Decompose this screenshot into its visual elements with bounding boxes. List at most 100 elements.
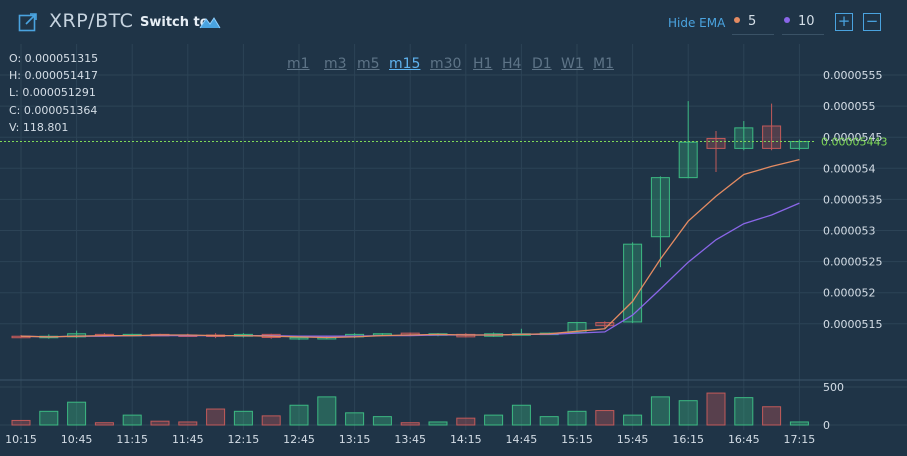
volume-bar — [11, 419, 31, 426]
price-tick-label: 0.0000525 — [823, 256, 883, 269]
volume-bar — [539, 416, 559, 426]
candle-body — [650, 177, 670, 238]
time-tick-label: 11:45 — [172, 433, 204, 446]
volume-bar — [94, 422, 114, 426]
timeframe-m30[interactable]: m30 — [430, 56, 462, 72]
volume-bar — [233, 410, 253, 426]
volume-bar — [456, 417, 476, 426]
time-tick-label: 13:45 — [394, 433, 426, 446]
candle-body — [706, 137, 726, 149]
mountain-chart-icon[interactable] — [199, 14, 221, 30]
volume-bar — [428, 421, 448, 426]
switch-to-label: Switch to — [140, 15, 209, 30]
ema-5-line — [20, 158, 800, 339]
timeframe-W1[interactable]: W1 — [561, 56, 584, 72]
price-tick-label: 0.0000535 — [823, 193, 883, 206]
volume-bar — [678, 400, 698, 426]
volume-bar — [122, 414, 142, 426]
zoom-in-button[interactable]: + — [835, 13, 853, 31]
candle — [650, 176, 670, 268]
candle — [67, 330, 87, 339]
zoom-out-button[interactable]: − — [863, 13, 881, 31]
time-tick-label: 13:15 — [339, 433, 371, 446]
price-tick-label: 0.000054 — [823, 162, 876, 175]
volume-bar — [567, 410, 587, 426]
ohlc-high: H: 0.000051417 — [9, 69, 98, 83]
timeframe-m1[interactable]: m1 — [287, 56, 310, 72]
candle — [706, 130, 726, 173]
pair-title: XRP/BTC — [49, 10, 134, 32]
ema-fast-dot-icon — [734, 17, 740, 23]
time-tick-label: 10:15 — [5, 433, 37, 446]
hide-ema-button[interactable]: Hide EMA — [668, 16, 726, 30]
candle — [734, 121, 754, 151]
volume-bar — [650, 396, 670, 426]
time-tick-label: 14:45 — [506, 433, 538, 446]
candle-body — [734, 127, 754, 149]
ema-fast-value: 5 — [748, 14, 757, 29]
candle-body — [595, 322, 615, 327]
time-tick-label: 15:45 — [617, 433, 649, 446]
volume-bar — [39, 410, 59, 426]
candle-body — [289, 336, 309, 340]
volume-bar — [623, 414, 643, 426]
chart-header: XRP/BTC Switch to Hide EMA 5 10 + − — [0, 0, 907, 44]
candle — [762, 103, 782, 151]
volume-bar — [595, 410, 615, 426]
volume-bar — [400, 422, 420, 426]
time-tick-label: 14:15 — [450, 433, 482, 446]
timeframe-M1[interactable]: M1 — [593, 56, 614, 72]
price-tick-label: 0.000053 — [823, 225, 876, 238]
time-tick-label: 17:15 — [784, 433, 816, 446]
candle — [789, 139, 809, 151]
price-tick-label: 0.000052 — [823, 287, 876, 300]
candle-body — [762, 125, 782, 149]
ohlc-close: C: 0.000051364 — [9, 103, 98, 117]
timeframe-H4[interactable]: H4 — [502, 56, 522, 72]
price-tick-label: 0.0000555 — [823, 69, 883, 82]
ohlc-readout: O: 0.000051315 H: 0.000051417 L: 0.00005… — [9, 50, 98, 136]
volume-bar — [317, 396, 337, 426]
volume-bar — [67, 401, 87, 426]
last-price-label: 0.00005443 — [821, 136, 887, 149]
candle-body — [623, 243, 643, 323]
timeframe-m3[interactable]: m3 — [324, 56, 347, 72]
candle — [623, 242, 643, 324]
volume-bar — [789, 421, 809, 426]
volume-bar — [289, 404, 309, 426]
candle — [595, 321, 615, 329]
candle-body — [67, 333, 87, 338]
ema-slow-dot-icon — [784, 17, 790, 23]
time-tick-label: 10:45 — [61, 433, 93, 446]
timeframe-H1[interactable]: H1 — [473, 56, 493, 72]
volume-bar — [206, 408, 226, 426]
volume-bar — [150, 420, 170, 426]
volume-bar — [261, 415, 281, 426]
volume-bar — [706, 392, 726, 426]
ema-fast-input[interactable]: 5 — [732, 10, 774, 35]
volume-bar — [372, 416, 392, 426]
ema-slow-input[interactable]: 10 — [782, 10, 824, 35]
volume-tick-label: 0 — [823, 419, 830, 432]
volume-bar — [511, 404, 531, 426]
volume-bar — [484, 414, 504, 426]
volume-bar — [178, 421, 198, 426]
ohlc-open: O: 0.000051315 — [9, 52, 99, 65]
external-link-icon[interactable] — [18, 12, 38, 32]
volume-bar — [345, 412, 365, 426]
timeframe-m15[interactable]: m15 — [389, 56, 421, 72]
price-tick-label: 0.000055 — [823, 100, 876, 113]
volume-bar — [734, 397, 754, 426]
timeframe-m5[interactable]: m5 — [357, 56, 380, 72]
time-tick-label: 12:15 — [228, 433, 260, 446]
ohlc-volume: V: 118.801 — [9, 120, 69, 134]
price-tick-label: 0.0000515 — [823, 318, 883, 331]
candle-body — [678, 141, 698, 179]
ema-slow-value: 10 — [798, 14, 815, 29]
volume-tick-label: 500 — [823, 381, 844, 394]
ohlc-low: L: 0.000051291 — [9, 86, 96, 100]
candle — [678, 101, 698, 179]
timeframe-D1[interactable]: D1 — [532, 56, 552, 72]
